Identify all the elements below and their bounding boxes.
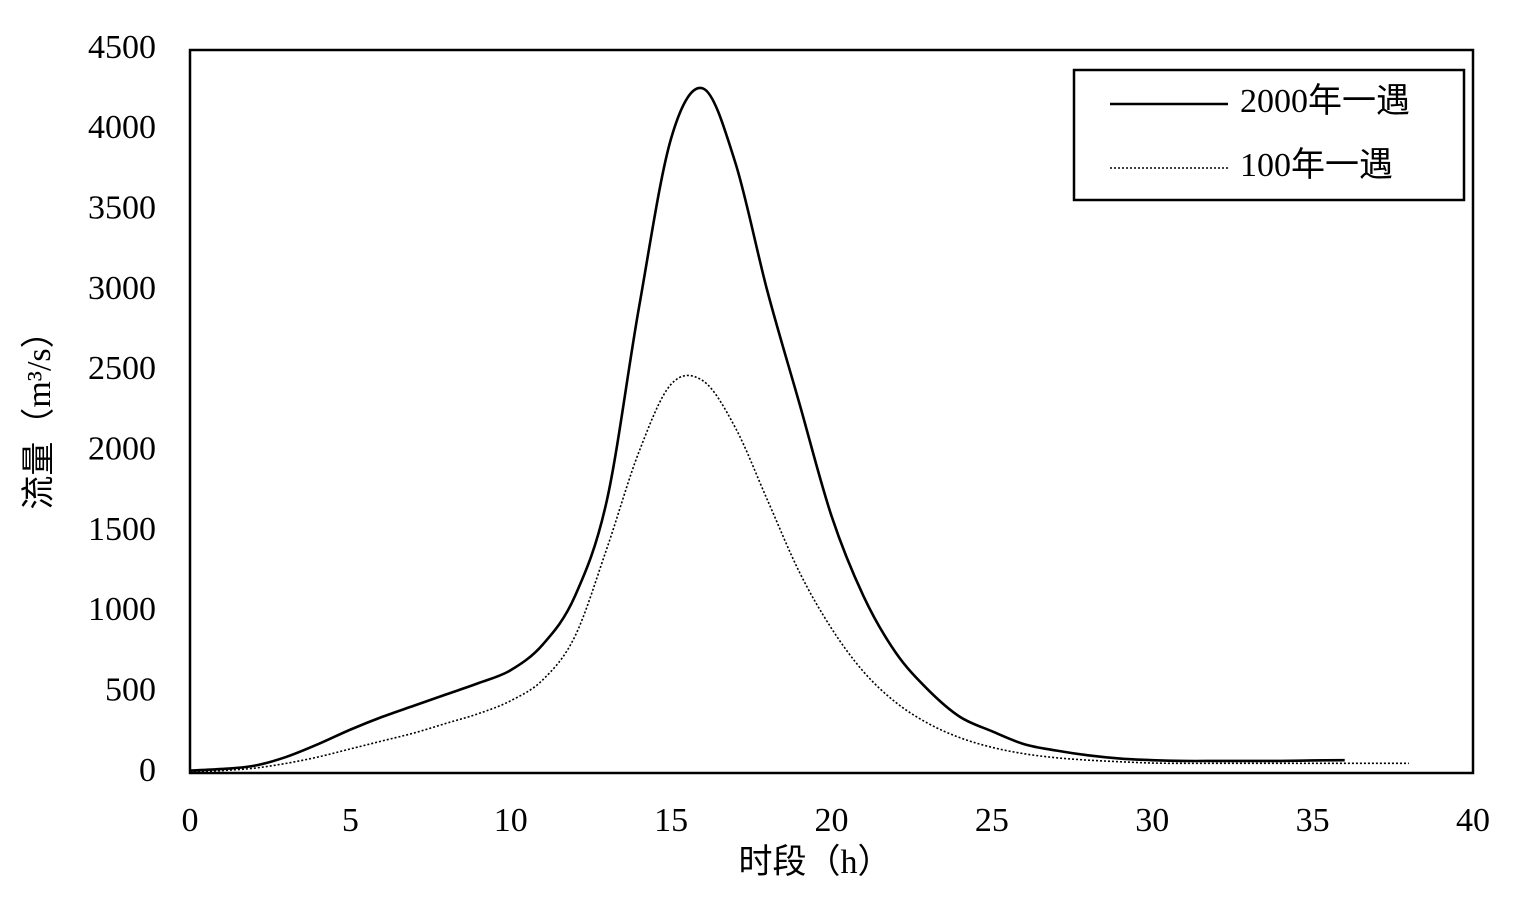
y-tick-label: 3000: [88, 270, 156, 307]
y-tick-label: 1500: [88, 511, 156, 548]
y-tick-label: 0: [139, 752, 156, 789]
y-tick-label: 2000: [88, 430, 156, 467]
y-tick-label: 1000: [88, 591, 156, 628]
y-axis-title: 流量（m³/s）: [20, 314, 58, 509]
y-tick-label: 4500: [88, 29, 156, 66]
x-tick-label: 0: [182, 802, 199, 839]
legend-box: [1072, 68, 1466, 202]
y-tick-label: 4000: [88, 109, 156, 146]
x-tick-label: 35: [1296, 802, 1330, 839]
legend-label: 2000年一遇: [1240, 82, 1410, 120]
x-tick-label: 40: [1456, 802, 1490, 839]
plot-frame: [188, 48, 1475, 775]
x-tick-label: 25: [975, 802, 1009, 839]
y-tick-label: 2500: [88, 350, 156, 387]
y-tick-label: 500: [105, 671, 156, 708]
x-tick-label: 10: [494, 802, 528, 839]
x-tick-label: 15: [654, 802, 688, 839]
y-tick-label: 3500: [88, 189, 156, 226]
x-tick-label: 5: [342, 802, 359, 839]
x-axis-title: 时段（h）: [739, 843, 892, 881]
x-tick-label: 30: [1135, 802, 1169, 839]
series-line: [189, 374, 1409, 773]
x-tick-label: 20: [815, 802, 849, 839]
legend-label: 100年一遇: [1240, 146, 1393, 184]
series-line: [189, 86, 1345, 772]
